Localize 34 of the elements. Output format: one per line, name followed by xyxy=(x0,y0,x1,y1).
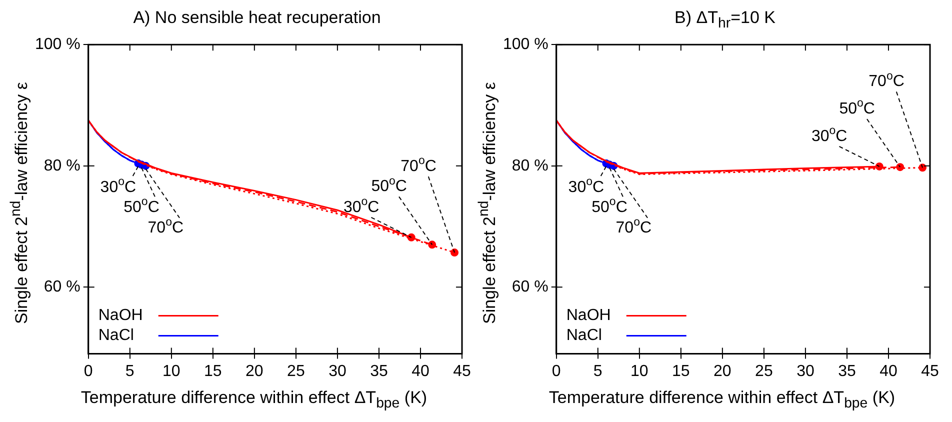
x-tick-label: 10 xyxy=(630,362,648,380)
x-tick-label: 45 xyxy=(921,362,939,380)
chart-title: A) No sensible heat recuperation xyxy=(132,8,382,28)
x-tick-label: 15 xyxy=(204,362,222,380)
x-axis-title: Temperature difference within effect ΔT$_{bpe}$ (K) xyxy=(548,388,896,412)
y-tick-label: 60 % xyxy=(44,278,80,296)
x-tick-label: 5 xyxy=(593,362,602,380)
x-tick-label: 35 xyxy=(838,362,856,380)
x-tick-label: 40 xyxy=(880,362,898,380)
y-tick-label: 80 % xyxy=(512,157,548,174)
legend-label: NaOH xyxy=(98,307,143,324)
x-tick-label: 30 xyxy=(328,362,346,380)
x-tick-label: 45 xyxy=(453,362,471,380)
x-tick-label: 25 xyxy=(287,362,305,380)
legend-label: NaOH xyxy=(566,307,611,324)
y-tick-label: 100 % xyxy=(34,36,80,54)
x-tick-label: 20 xyxy=(714,362,732,380)
x-tick-label: 20 xyxy=(246,362,264,380)
x-tick-label: 0 xyxy=(84,362,93,380)
x-tick-label: 10 xyxy=(162,362,180,380)
x-axis-title: Temperature difference within effect ΔT$_{bpe}$ (K) xyxy=(80,388,428,412)
x-tick-label: 0 xyxy=(552,362,561,380)
x-tick-label: 5 xyxy=(125,362,134,380)
x-tick-label: 40 xyxy=(412,362,430,380)
x-tick-label: 35 xyxy=(370,362,388,380)
legend-label: NaCl xyxy=(98,327,134,344)
x-tick-label: 25 xyxy=(755,362,773,380)
x-tick-label: 30 xyxy=(796,362,814,380)
chart-title: B) ΔT$_{hr}$=10 K xyxy=(674,8,776,32)
y-tick-label: 60 % xyxy=(512,278,548,296)
y-tick-label: 100 % xyxy=(502,36,548,54)
y-tick-label: 80 % xyxy=(44,157,80,174)
legend-label: NaCl xyxy=(566,327,602,344)
x-tick-label: 15 xyxy=(672,362,690,380)
